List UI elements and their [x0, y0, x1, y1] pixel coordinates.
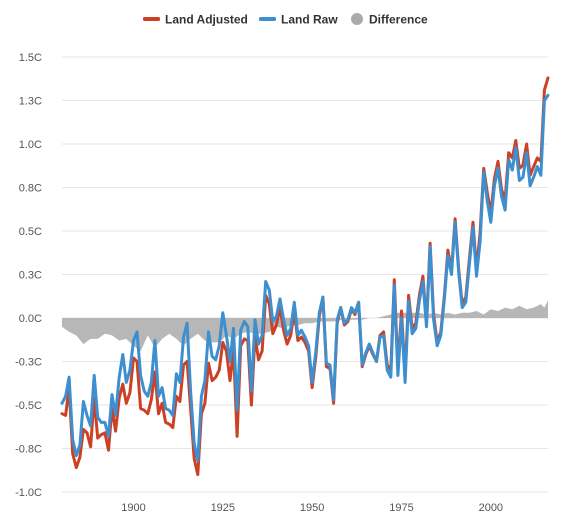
series-line-land-raw: [60, 93, 550, 463]
legend-item[interactable]: Difference: [351, 13, 428, 27]
y-tick-label: 0.5C: [19, 226, 42, 238]
legend-label: Land Adjusted: [165, 13, 248, 27]
x-tick-label: 1950: [300, 502, 324, 514]
x-tick-label: 2000: [479, 502, 503, 514]
y-tick-label: 0.8C: [19, 183, 42, 195]
legend-label: Difference: [369, 13, 428, 27]
y-tick-label: 1.0C: [19, 139, 42, 151]
y-tick-label: -0.3C: [15, 357, 42, 369]
legend-swatch: [143, 17, 160, 21]
y-tick-label: -0.5C: [15, 400, 42, 412]
legend-label: Land Raw: [281, 13, 338, 27]
legend-item[interactable]: Land Adjusted: [143, 13, 248, 27]
y-axis-ticks: 1.5C 1.3C 1.0C 0.8C 0.5C 0.3C 0.0C -0.3C -0.5C -0…: [15, 52, 42, 499]
y-tick-label: -0.8C: [15, 444, 42, 456]
x-axis-ticks: 1900 1925 1950 1975 2000: [121, 502, 503, 514]
x-tick-label: 1900: [121, 502, 145, 514]
x-tick-label: 1925: [211, 502, 235, 514]
legend-swatch: [351, 13, 363, 25]
y-tick-label: 1.3C: [19, 96, 42, 108]
y-tick-label: 0.3C: [19, 270, 42, 282]
y-tick-label: -1.0C: [15, 487, 42, 499]
legend-swatch: [259, 17, 276, 21]
y-tick-label: 1.5C: [19, 52, 42, 64]
legend-item[interactable]: Land Raw: [259, 13, 338, 27]
chart-series: [60, 76, 550, 477]
y-tick-label: 0.0C: [19, 313, 42, 325]
chart-legend: Land Adjusted Land Raw Difference: [143, 13, 428, 27]
x-tick-label: 1975: [389, 502, 413, 514]
